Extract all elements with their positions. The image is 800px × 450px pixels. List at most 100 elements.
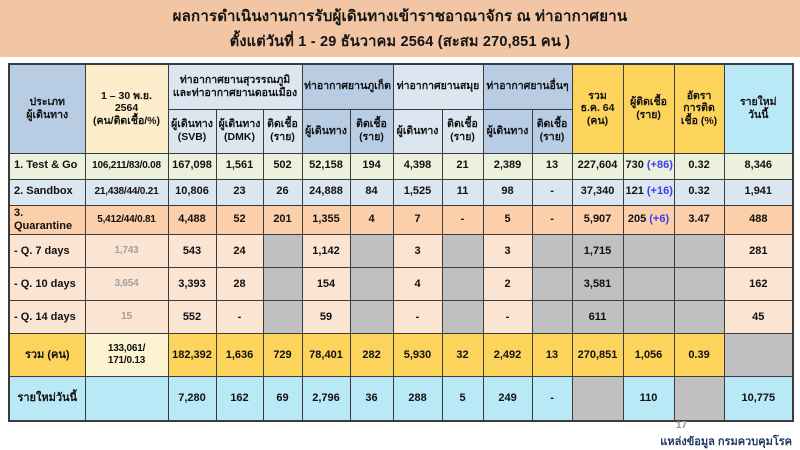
table-cell: 270,851 <box>571 333 624 378</box>
table-cell: 2,492 <box>482 333 533 378</box>
table-cell: 281 <box>723 234 794 269</box>
table-cell: 249 <box>482 376 533 422</box>
table-cell: 2,796 <box>301 376 351 422</box>
table-cell <box>441 234 484 269</box>
table-cell: 1,743 <box>84 234 169 269</box>
col-group-samui: ท่าอากาศยานสมุย <box>392 63 484 110</box>
table-cell: 21,438/44/0.21 <box>84 178 169 206</box>
col-group-svb-dmk: ท่าอากาศยานสุวรรณภูมิ และท่าอากาศยานดอนเ… <box>167 63 303 110</box>
table-cell: 26 <box>262 178 303 206</box>
table-cell: 2,389 <box>482 152 533 180</box>
table-cell <box>349 267 394 302</box>
row-label: - Q. 10 days <box>8 267 86 302</box>
table-cell: - <box>215 300 264 335</box>
row-test-and-go: 1. Test & Go 106,211/83/0.08 167,098 1,561 5… <box>8 152 794 180</box>
table-cell <box>349 234 394 269</box>
table-cell <box>622 300 675 335</box>
col-header-new-today: รายใหม่ วันนี้ <box>723 63 794 154</box>
table-cell: 21 <box>441 152 484 180</box>
table-cell <box>571 376 624 422</box>
table-cell <box>622 267 675 302</box>
table-cell: 7,280 <box>167 376 217 422</box>
table-cell: 3 <box>392 234 443 269</box>
table-cell: 110 <box>622 376 675 422</box>
table-cell: 28 <box>215 267 264 302</box>
table-cell <box>531 234 573 269</box>
table-cell: 194 <box>349 152 394 180</box>
subheader-travelers-samui: ผู้เดินทาง <box>392 108 443 154</box>
table-cell: 32 <box>441 333 484 378</box>
table-cell: 4,488 <box>167 204 217 236</box>
table-cell: 13 <box>531 333 573 378</box>
row-q10days: - Q. 10 days 3,654 3,393 28 154 4 2 3,581 162 <box>8 267 794 302</box>
table-cell: 1,355 <box>301 204 351 236</box>
table-cell <box>622 234 675 269</box>
table-cell: 154 <box>301 267 351 302</box>
table-cell: 4,398 <box>392 152 443 180</box>
table-cell: 282 <box>349 333 394 378</box>
subheader-infected-phuket: ติดเชื้อ (ราย) <box>349 108 394 154</box>
table-cell: 84 <box>349 178 394 206</box>
table-cell: 5,412/44/0.81 <box>84 204 169 236</box>
table-cell: 3,581 <box>571 267 624 302</box>
col-header-total-dec: รวม ธ.ค. 64 (คน) <box>571 63 624 154</box>
table-cell: - <box>531 178 573 206</box>
table-cell: 162 <box>215 376 264 422</box>
row-label: รวม (คน) <box>8 333 86 378</box>
daily-increase-badge: (+16) <box>646 185 673 198</box>
table-cell: 24,888 <box>301 178 351 206</box>
table-cell: - <box>441 204 484 236</box>
table-cell: 10,775 <box>723 376 794 422</box>
table-cell <box>531 267 573 302</box>
subheader-travelers-other: ผู้เดินทาง <box>482 108 533 154</box>
daily-increase-badge: (+86) <box>646 159 673 172</box>
table-cell: 1,525 <box>392 178 443 206</box>
table-cell <box>441 267 484 302</box>
table-cell: - <box>531 376 573 422</box>
table-cell: 182,392 <box>167 333 217 378</box>
slide-footer: 17 แหล่งข้อมูล กรมควบคุมโรค <box>660 420 792 450</box>
table-cell: 730 (+86) <box>622 152 675 180</box>
table-cell: 5,907 <box>571 204 624 236</box>
subheader-travelers-svb: ผู้เดินทาง (SVB) <box>167 108 217 154</box>
table-cell: 729 <box>262 333 303 378</box>
table-cell <box>262 234 303 269</box>
table-cell: 288 <box>392 376 443 422</box>
table-cell: - <box>531 204 573 236</box>
table-cell <box>673 267 725 302</box>
table-cell <box>673 376 725 422</box>
table-cell: 552 <box>167 300 217 335</box>
col-header-november: 1 – 30 พ.ย. 2564 (คน/ติดเชื้อ/%) <box>84 63 169 154</box>
table-cell <box>262 267 303 302</box>
daily-increase-badge: (+6) <box>649 213 670 226</box>
table-cell: 5 <box>482 204 533 236</box>
title-band: ผลการดำเนินงานการรับผู้เดินทางเข้าราชอาณ… <box>0 0 800 57</box>
subheader-infected-samui: ติดเชื้อ (ราย) <box>441 108 484 154</box>
row-q7days: - Q. 7 days 1,743 543 24 1,142 3 3 1,715 281 <box>8 234 794 269</box>
table-cell: 7 <box>392 204 443 236</box>
table-cell: 69 <box>262 376 303 422</box>
table-cell <box>262 300 303 335</box>
table-cell: 10,806 <box>167 178 217 206</box>
subheader-infected-other: ติดเชื้อ (ราย) <box>531 108 573 154</box>
table-cell: 611 <box>571 300 624 335</box>
row-label: 1. Test & Go <box>8 152 86 180</box>
arrivals-table-wrap: ประเภท ผู้เดินทาง 1 – 30 พ.ย. 2564 (คน/ต… <box>8 63 795 422</box>
table-cell: 5 <box>441 376 484 422</box>
table-cell: - <box>392 300 443 335</box>
table-cell: 36 <box>349 376 394 422</box>
row-quarantine: 3. Quarantine 5,412/44/0.81 4,488 52 201 1,35… <box>8 204 794 236</box>
table-cell: 45 <box>723 300 794 335</box>
table-cell: 11 <box>441 178 484 206</box>
table-cell: - <box>482 300 533 335</box>
arrivals-table: ประเภท ผู้เดินทาง 1 – 30 พ.ย. 2564 (คน/ต… <box>8 63 795 422</box>
table-cell: 543 <box>167 234 217 269</box>
source-note: แหล่งข้อมูล กรมควบคุมโรค <box>660 436 792 448</box>
row-q14days: - Q. 14 days 15 552-59- -611 45 <box>8 300 794 335</box>
table-cell <box>531 300 573 335</box>
table-cell: 201 <box>262 204 303 236</box>
table-cell: 52 <box>215 204 264 236</box>
table-cell <box>723 333 794 378</box>
table-cell: 2 <box>482 267 533 302</box>
